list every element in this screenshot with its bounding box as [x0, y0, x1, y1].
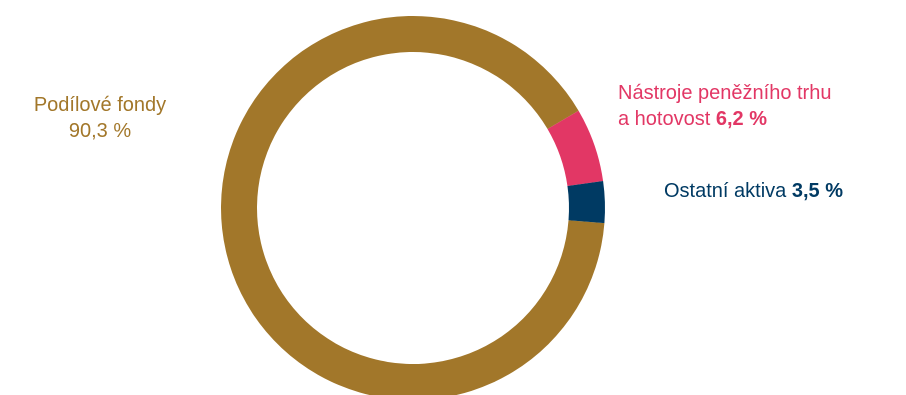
label-other-assets: Ostatní aktiva 3,5 %: [664, 178, 843, 204]
label-money-market-value: 6,2 %: [715, 108, 768, 130]
label-money-market-line2: a hotovost: [618, 108, 711, 130]
slice-other-assets: [567, 180, 605, 224]
slice-funds: [221, 16, 605, 395]
label-other-assets-name: Ostatní aktiva: [664, 180, 787, 202]
slice-money-market: [547, 110, 604, 187]
label-funds-value: 90,3 %: [68, 120, 132, 142]
label-money-market-line1: Nástroje peněžního trhu: [618, 82, 832, 104]
label-funds-name: Podílové fondy: [33, 94, 167, 116]
label-money-market: Nástroje peněžního trhu a hotovost 6,2 %: [618, 80, 831, 132]
label-other-assets-value: 3,5 %: [791, 180, 843, 202]
label-funds: Podílové fondy 90,3 %: [10, 92, 190, 144]
